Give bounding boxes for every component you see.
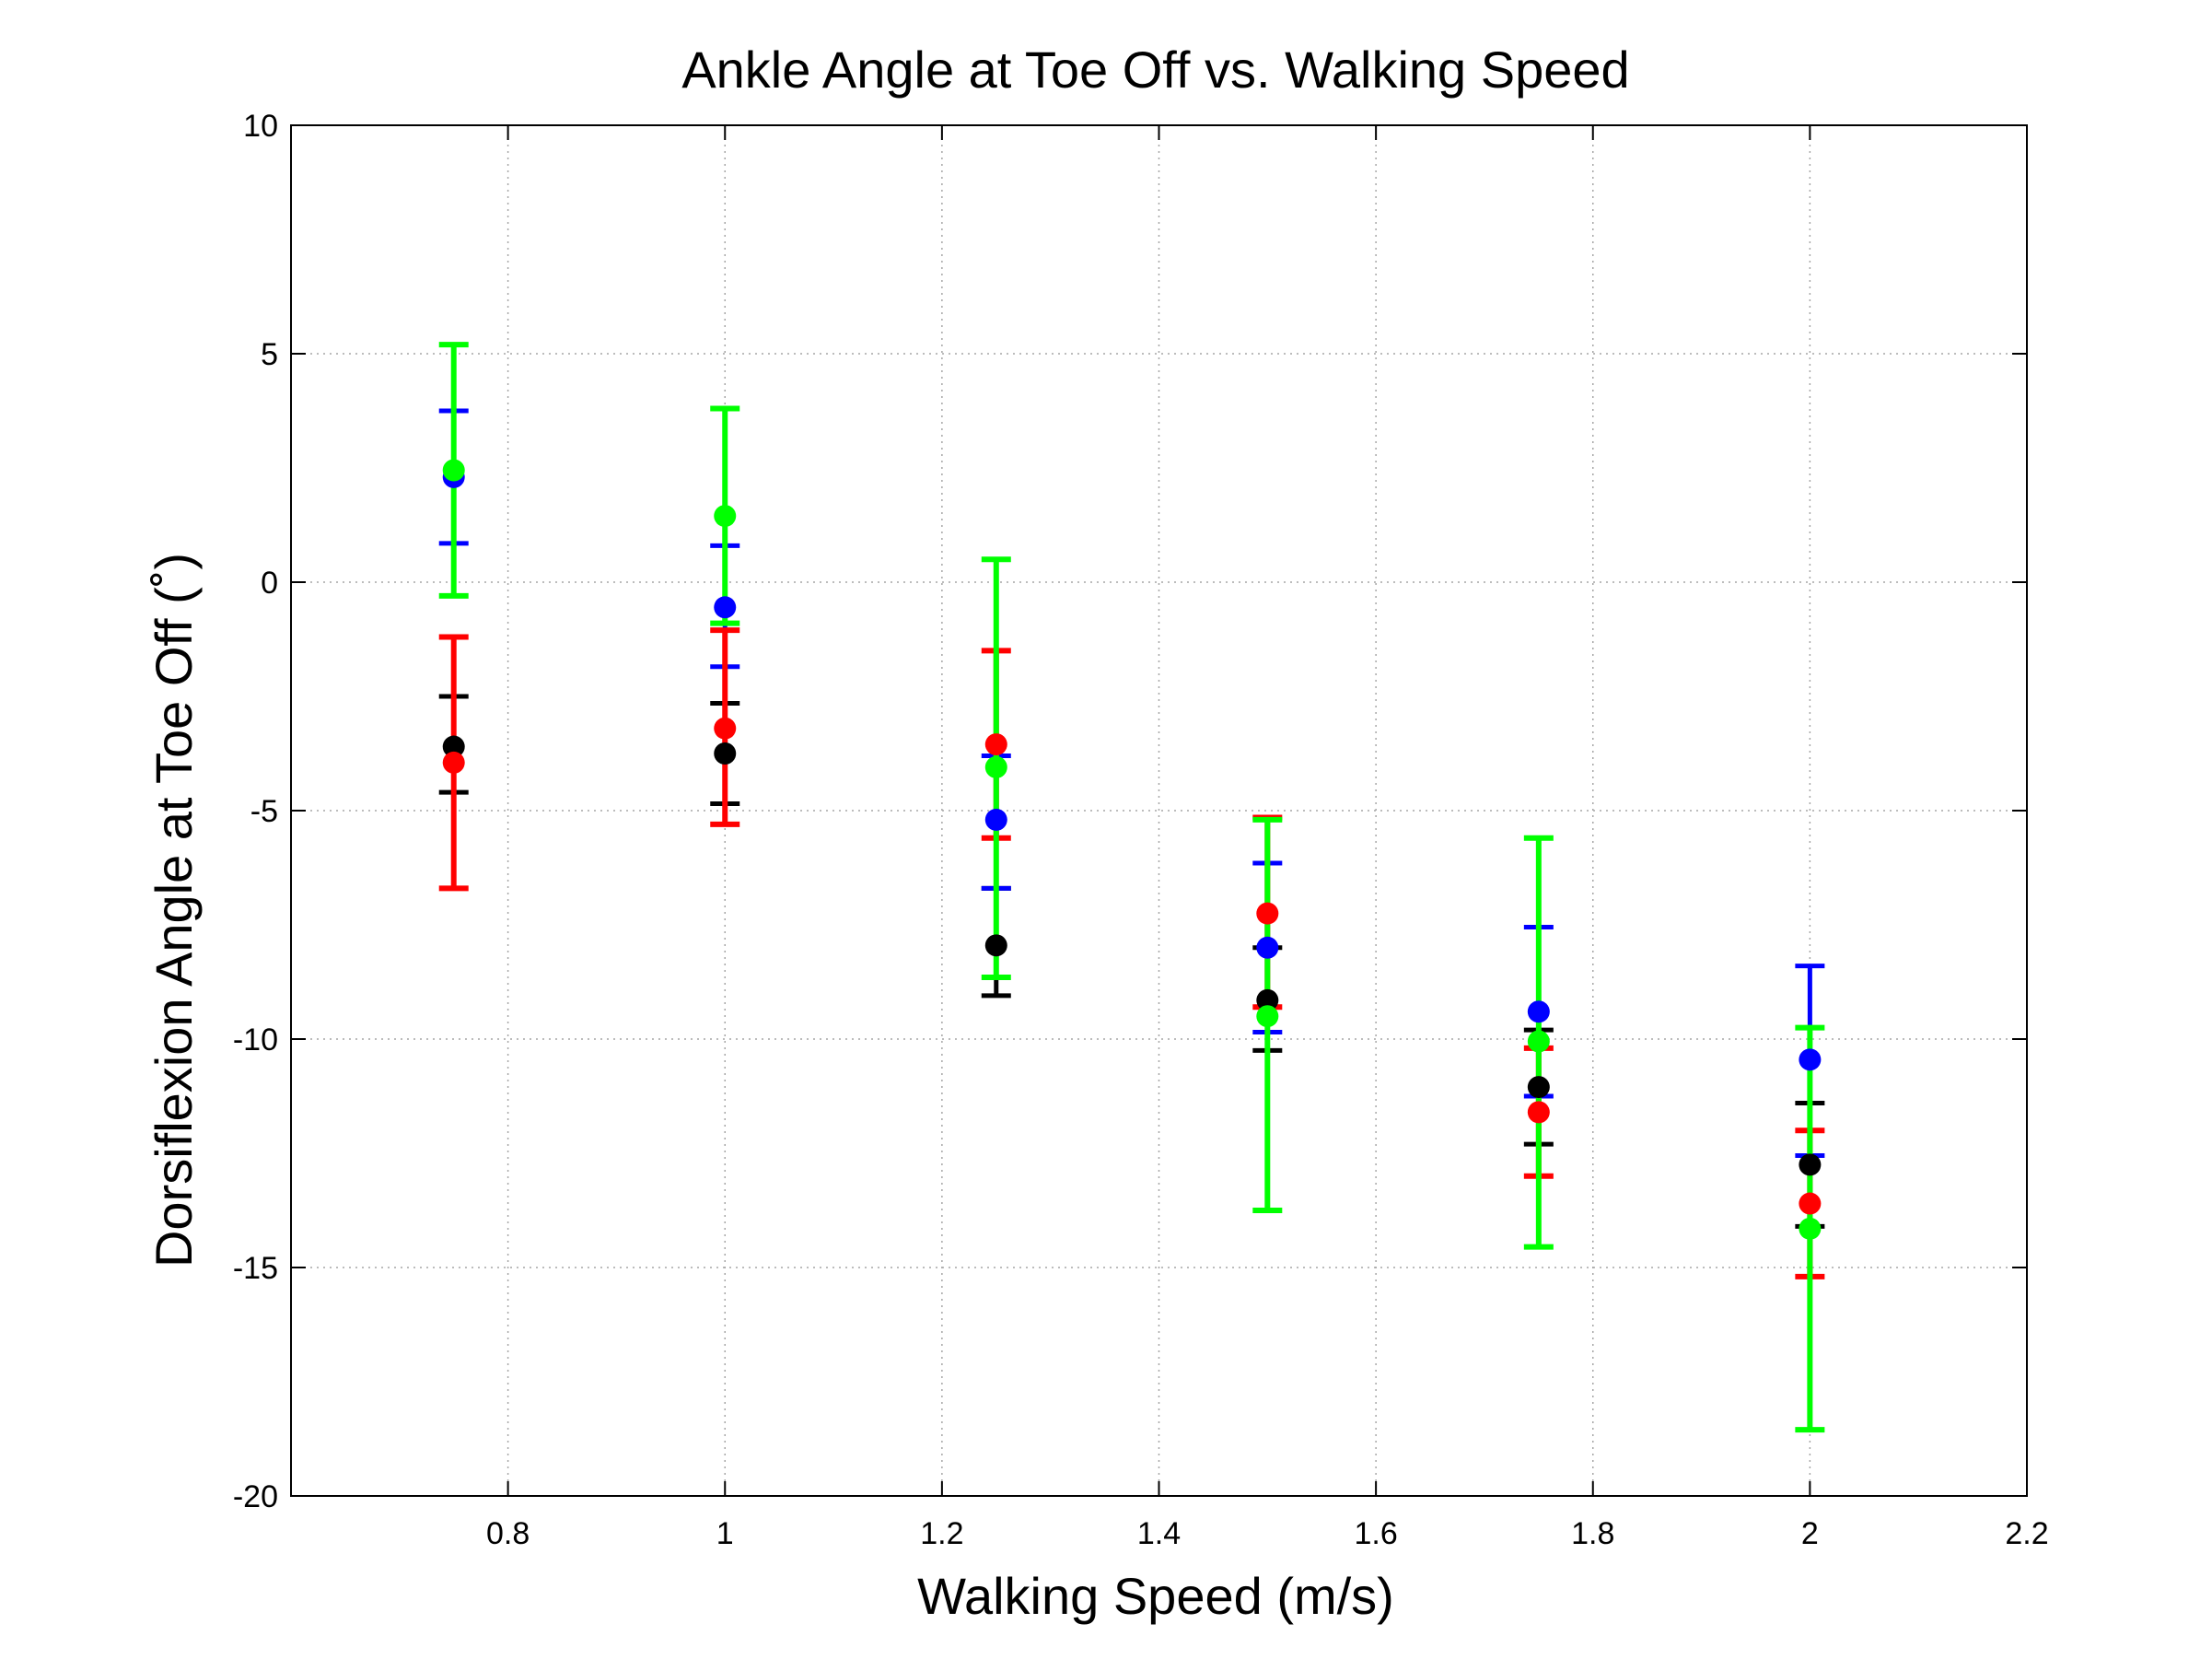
y-tick-label: -5 (250, 794, 278, 829)
x-tick-label: 1.6 (1354, 1516, 1397, 1551)
data-point (984, 934, 1007, 957)
data-point (714, 717, 737, 740)
data-point (714, 742, 737, 765)
data-point (1527, 1030, 1550, 1053)
data-point (1527, 1101, 1550, 1124)
y-tick-label: -15 (233, 1251, 278, 1286)
data-series-markers-2 (442, 465, 1822, 1071)
data-point (714, 505, 737, 528)
y-tick-label: -20 (233, 1479, 278, 1514)
data-point (1527, 1076, 1550, 1099)
x-tick-label: 1.4 (1137, 1516, 1181, 1551)
y-tick-label: 0 (261, 566, 278, 601)
data-point (1527, 1000, 1550, 1023)
axis-ticks: 0.8 1 1.2 1.4 1.6 1.8 2 2.2 -20 -15 -10 -5 0 5 10 (233, 109, 2049, 1551)
data-point (984, 808, 1007, 831)
x-tick-label: 0.8 (486, 1516, 530, 1551)
data-point (1799, 1192, 1822, 1215)
data-series-2 (438, 408, 1825, 1158)
data-point (984, 755, 1007, 778)
data-point (442, 735, 465, 758)
data-point (1256, 936, 1279, 959)
chart-title: Ankle Angle at Toe Off vs. Walking Speed (681, 41, 1629, 99)
data-point (1256, 902, 1279, 925)
data-series-1 (438, 694, 1825, 1229)
x-axis-label: Walking Speed (m/s) (917, 1567, 1394, 1625)
x-tick-label: 2.2 (2005, 1516, 2048, 1551)
data-point (442, 459, 465, 482)
x-tick-label: 1.8 (1571, 1516, 1614, 1551)
data-marks (438, 342, 1825, 1433)
data-point (1799, 1048, 1822, 1071)
x-tick-label: 1.2 (920, 1516, 963, 1551)
data-point (1799, 1217, 1822, 1240)
data-series-markers-4 (442, 459, 1822, 1240)
y-tick-label: 10 (243, 109, 278, 144)
data-point (984, 733, 1007, 756)
x-tick-label: 1 (716, 1516, 734, 1551)
data-series-markers-3 (442, 717, 1822, 1215)
data-point (442, 751, 465, 774)
y-tick-label: 5 (261, 337, 278, 372)
data-series-markers-1 (442, 735, 1822, 1176)
plot-area-frame (290, 124, 2028, 1497)
data-series-3 (438, 627, 1825, 1279)
y-tick-label: -10 (233, 1022, 278, 1057)
data-point (1256, 988, 1279, 1011)
data-point (1799, 1153, 1822, 1176)
data-point (714, 596, 737, 619)
x-tick-label: 2 (1801, 1516, 1819, 1551)
y-axis-label: Dorsiflexion Angle at Toe Off (˚) (145, 553, 203, 1268)
data-point (1256, 1005, 1279, 1028)
grid-lines (291, 125, 2027, 1496)
